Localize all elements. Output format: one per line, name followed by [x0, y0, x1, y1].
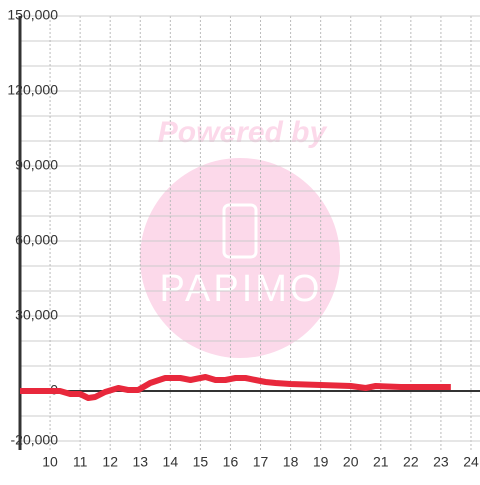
y-tick-label: 60,000	[15, 232, 58, 248]
y-tick-label: -20,000	[11, 432, 59, 448]
data-line	[20, 374, 451, 401]
x-tick-label: 14	[163, 454, 179, 470]
x-tick-label: 10	[42, 454, 58, 470]
x-tick-label: 23	[433, 454, 449, 470]
x-tick-label: 20	[343, 454, 359, 470]
y-tick-label: 30,000	[15, 307, 58, 323]
x-tick-label: 24	[463, 454, 479, 470]
x-tick-label: 12	[102, 454, 118, 470]
x-tick-label: 21	[373, 454, 389, 470]
x-tick-label: 22	[403, 454, 419, 470]
x-tick-label: 11	[73, 454, 88, 470]
y-tick-label: 150,000	[7, 7, 58, 23]
x-tick-label: 13	[132, 454, 148, 470]
x-tick-label: 17	[253, 454, 269, 470]
x-tick-label: 19	[313, 454, 329, 470]
watermark-logo: PAPIMO	[160, 268, 323, 310]
watermark-icon	[222, 203, 258, 259]
watermark-text: Powered by	[158, 116, 328, 149]
watermark: Powered by PAPIMO	[140, 116, 340, 358]
x-tick-label: 16	[223, 454, 239, 470]
x-tick-label: 18	[283, 454, 299, 470]
y-tick-label: 120,000	[7, 82, 58, 98]
y-tick-label: 90,000	[15, 157, 58, 173]
x-tick-label: 15	[193, 454, 209, 470]
